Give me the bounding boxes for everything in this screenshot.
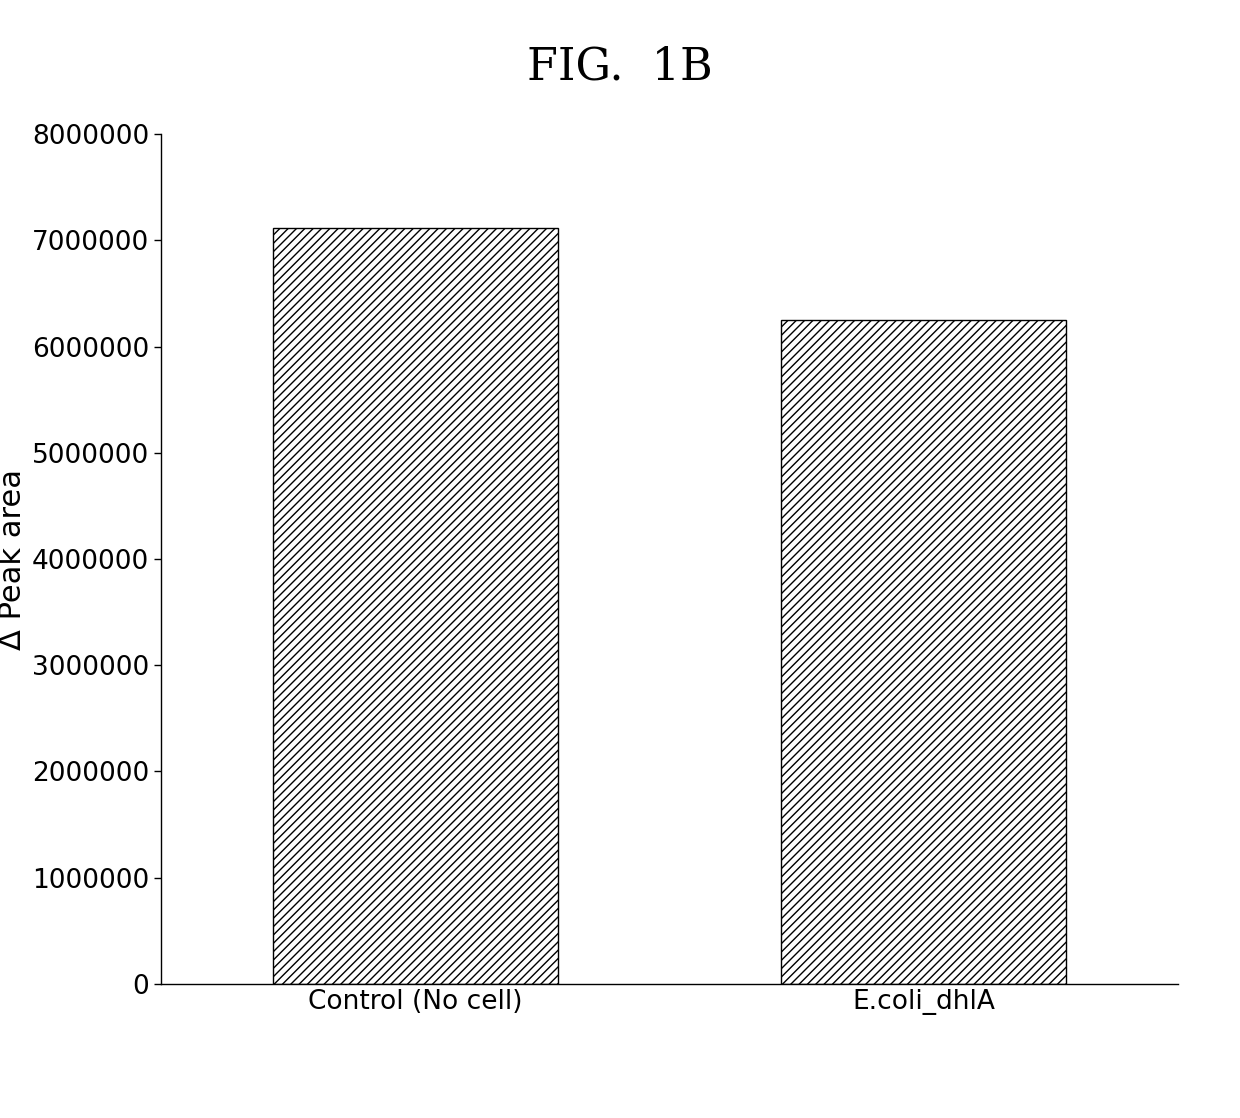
- Bar: [781, 320, 1066, 984]
- Text: FIG.  1B: FIG. 1B: [527, 46, 713, 88]
- Bar: [273, 228, 558, 984]
- Y-axis label: Δ Peak area: Δ Peak area: [0, 468, 26, 650]
